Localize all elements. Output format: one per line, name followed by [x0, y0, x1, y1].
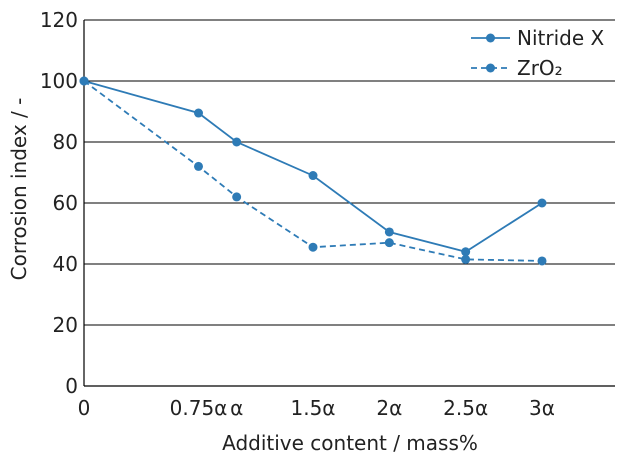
- y-tick-label: 60: [53, 191, 78, 215]
- y-tick-label: 20: [53, 313, 78, 337]
- x-tick-label: 1.5α: [291, 396, 336, 420]
- x-tick-label: 2α: [376, 396, 402, 420]
- data-point-zro2: [232, 192, 242, 202]
- data-point-nitride-x: [194, 108, 203, 118]
- series-line-nitride-x: [83, 80, 543, 253]
- data-point-nitride-x: [308, 171, 318, 181]
- data-point-zro2: [79, 76, 89, 86]
- series-line-zro2: [83, 80, 543, 262]
- legend-label-nitride-x: Nitride X: [517, 26, 604, 50]
- data-point-zro2: [461, 254, 471, 264]
- x-tick-label: 3α: [529, 396, 555, 420]
- axis-layer: 0 20 40 60 80 100 120 0 0.75α α 1.5α 2α 2.5α 3α: [40, 8, 615, 420]
- y-tick-label: 80: [53, 130, 78, 154]
- y-tick-label: 0: [65, 374, 78, 398]
- x-tick-label: α: [230, 396, 243, 420]
- x-axis-title: Additive content / mass%: [222, 431, 478, 455]
- data-point-nitride-x: [232, 137, 242, 147]
- data-point-nitride-x: [384, 227, 394, 237]
- data-point-nitride-x: [537, 198, 547, 208]
- x-tick-label: 2.5α: [443, 396, 488, 420]
- series-layer: [79, 76, 547, 266]
- y-tick-label: 120: [40, 8, 78, 32]
- data-point-zro2: [384, 238, 394, 248]
- y-tick-label: 40: [53, 252, 78, 276]
- y-axis-title: Corrosion index / -: [7, 98, 31, 281]
- legend-marker-zro2: [486, 63, 495, 73]
- data-point-zro2: [194, 161, 203, 171]
- y-tick-label: 100: [40, 69, 78, 93]
- data-point-zro2: [537, 256, 547, 266]
- data-point-zro2: [308, 242, 318, 252]
- legend: Nitride X ZrO₂: [471, 26, 604, 80]
- x-tick-label: 0.75α: [170, 396, 228, 420]
- legend-marker-nitride-x: [486, 33, 495, 43]
- data-point-nitride-x: [461, 247, 471, 257]
- legend-label-zro2: ZrO₂: [517, 56, 563, 80]
- x-tick-label: 0: [78, 396, 91, 420]
